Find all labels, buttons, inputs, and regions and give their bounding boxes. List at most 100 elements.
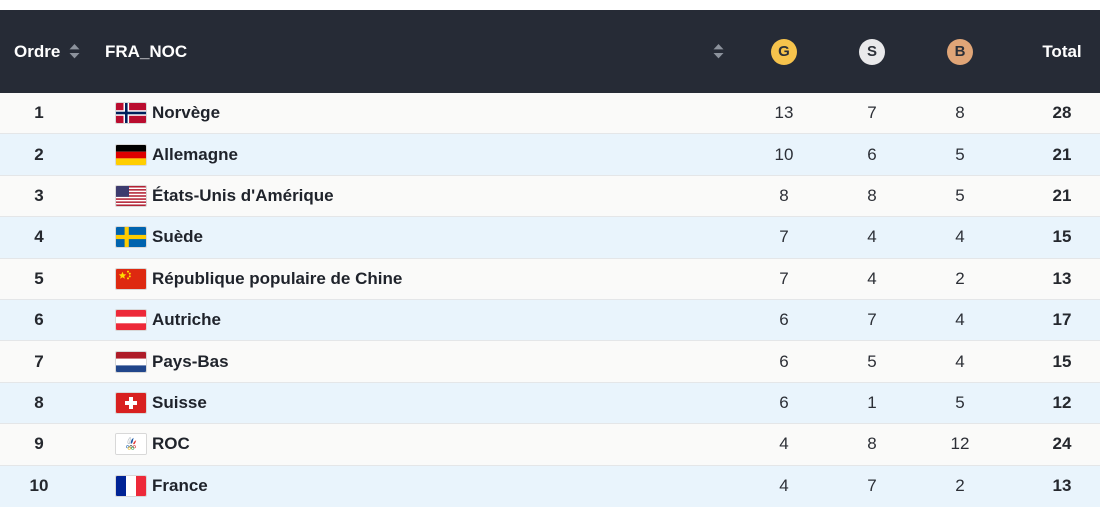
total-count-cell: 15 bbox=[1052, 351, 1072, 371]
column-header-gold: G bbox=[740, 38, 828, 65]
country-cell: Norvège bbox=[78, 102, 740, 125]
silver-count-cell: 8 bbox=[867, 434, 877, 454]
gold-count-cell: 6 bbox=[779, 310, 789, 330]
roc-flag-icon bbox=[115, 433, 147, 456]
rank-cell: 9 bbox=[34, 434, 44, 454]
silver-count-cell: 4 bbox=[867, 227, 877, 247]
column-header-country[interactable]: FRA_NOC bbox=[78, 42, 740, 62]
table-row[interactable]: 5 République populaire de Chine 7 4 2 13 bbox=[0, 258, 1100, 300]
country-name: France bbox=[152, 476, 208, 496]
gold-count-cell: 6 bbox=[779, 351, 789, 371]
silver-medal-badge[interactable]: S bbox=[859, 38, 885, 65]
silver-count-cell: 6 bbox=[867, 144, 877, 164]
bronze-count-cell: 2 bbox=[955, 268, 965, 288]
total-header-label: Total bbox=[1042, 41, 1082, 61]
rank-header-label: Ordre bbox=[14, 41, 61, 61]
bronze-count-cell: 5 bbox=[955, 144, 965, 164]
china-flag-icon bbox=[115, 267, 147, 290]
country-name: Pays-Bas bbox=[152, 351, 229, 371]
gold-medal-badge[interactable]: G bbox=[771, 38, 797, 65]
silver-count-cell: 7 bbox=[867, 310, 877, 330]
rank-cell: 7 bbox=[34, 351, 44, 371]
total-count-cell: 24 bbox=[1052, 434, 1072, 454]
gold-count-cell: 13 bbox=[774, 103, 794, 123]
sort-arrows-icon[interactable] bbox=[69, 44, 80, 59]
bronze-count-cell: 5 bbox=[955, 185, 965, 205]
rank-cell: 4 bbox=[34, 227, 44, 247]
bronze-count-cell: 8 bbox=[955, 103, 965, 123]
country-name: Norvège bbox=[152, 103, 221, 123]
silver-count-cell: 7 bbox=[867, 103, 877, 123]
rank-cell: 1 bbox=[34, 103, 44, 123]
gold-count-cell: 7 bbox=[779, 227, 789, 247]
column-header-silver: S bbox=[828, 38, 916, 65]
netherlands-flag-icon bbox=[115, 350, 147, 373]
table-row[interactable]: 4 Suède 7 4 4 15 bbox=[0, 217, 1100, 259]
usa-flag-icon bbox=[115, 184, 147, 207]
bronze-count-cell: 12 bbox=[950, 434, 970, 454]
rank-cell: 6 bbox=[34, 310, 44, 330]
total-count-cell: 13 bbox=[1052, 268, 1072, 288]
total-count-cell: 17 bbox=[1052, 310, 1072, 330]
gold-count-cell: 4 bbox=[779, 434, 789, 454]
table-row[interactable]: 9 ROC 4 8 12 24 bbox=[0, 424, 1100, 466]
country-cell: France bbox=[78, 475, 740, 498]
rank-cell: 2 bbox=[34, 144, 44, 164]
bronze-count-cell: 4 bbox=[955, 351, 965, 371]
table-header: Ordre FRA_NOC G bbox=[0, 10, 1100, 93]
rank-cell: 8 bbox=[34, 392, 44, 412]
table-row[interactable]: 1 Norvège 13 7 8 28 bbox=[0, 93, 1100, 135]
silver-count-cell: 7 bbox=[867, 476, 877, 496]
germany-flag-icon bbox=[115, 143, 147, 166]
table-row[interactable]: 7 Pays-Bas 6 5 4 15 bbox=[0, 341, 1100, 383]
table-row[interactable]: 10 France 4 7 2 13 bbox=[0, 465, 1100, 507]
france-flag-icon bbox=[115, 475, 147, 498]
gold-count-cell: 10 bbox=[774, 144, 794, 164]
table-row[interactable]: 3 États-Unis d'Amérique 8 8 5 21 bbox=[0, 175, 1100, 218]
rank-cell: 10 bbox=[29, 476, 49, 496]
rank-cell: 5 bbox=[34, 268, 44, 288]
bronze-count-cell: 4 bbox=[955, 310, 965, 330]
gold-count-cell: 7 bbox=[779, 268, 789, 288]
table-row[interactable]: 2 Allemagne 10 6 5 21 bbox=[0, 134, 1100, 176]
total-count-cell: 28 bbox=[1052, 103, 1072, 123]
country-name: Allemagne bbox=[152, 144, 238, 164]
country-name: Suède bbox=[152, 227, 204, 247]
gold-count-cell: 6 bbox=[779, 392, 789, 412]
total-count-cell: 13 bbox=[1052, 476, 1072, 496]
table-body: 1 Norvège 13 7 8 28 2 Allemagne 10 6 5 21 3 États-Uni… bbox=[0, 93, 1100, 507]
column-header-total[interactable]: Total bbox=[1004, 42, 1100, 62]
country-name: Suisse bbox=[152, 392, 207, 412]
country-cell: Suède bbox=[78, 226, 740, 249]
sort-arrows-icon[interactable] bbox=[713, 44, 724, 59]
table-row[interactable]: 6 Autriche 6 7 4 17 bbox=[0, 299, 1100, 342]
country-cell: République populaire de Chine bbox=[78, 267, 740, 290]
bronze-count-cell: 5 bbox=[955, 392, 965, 412]
country-cell: Suisse bbox=[78, 391, 740, 414]
rank-cell: 3 bbox=[34, 185, 44, 205]
silver-count-cell: 1 bbox=[867, 392, 877, 412]
country-header-label: FRA_NOC bbox=[105, 41, 188, 61]
country-name: États-Unis d'Amérique bbox=[152, 185, 334, 205]
country-name: Autriche bbox=[152, 310, 221, 330]
bronze-count-cell: 2 bbox=[955, 476, 965, 496]
country-name: République populaire de Chine bbox=[152, 268, 403, 288]
column-header-rank[interactable]: Ordre bbox=[0, 41, 80, 62]
country-cell: Pays-Bas bbox=[78, 350, 740, 373]
country-cell: Autriche bbox=[78, 309, 740, 332]
bronze-medal-badge[interactable]: B bbox=[947, 38, 973, 65]
silver-count-cell: 4 bbox=[867, 268, 877, 288]
total-count-cell: 21 bbox=[1052, 144, 1072, 164]
austria-flag-icon bbox=[115, 309, 147, 332]
silver-count-cell: 8 bbox=[867, 185, 877, 205]
bronze-count-cell: 4 bbox=[955, 227, 965, 247]
silver-count-cell: 5 bbox=[867, 351, 877, 371]
medal-table: Ordre FRA_NOC G bbox=[0, 10, 1100, 507]
column-header-bronze: B bbox=[916, 38, 1004, 65]
country-cell: États-Unis d'Amérique bbox=[78, 184, 740, 207]
country-cell: ROC bbox=[78, 433, 740, 456]
switzerland-flag-icon bbox=[115, 391, 147, 414]
table-row[interactable]: 8 Suisse 6 1 5 12 bbox=[0, 382, 1100, 425]
total-count-cell: 12 bbox=[1052, 392, 1072, 412]
